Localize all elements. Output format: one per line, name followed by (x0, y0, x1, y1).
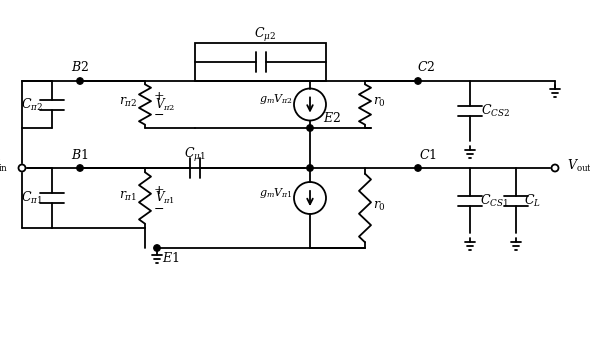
Text: $C_{CS2}$: $C_{CS2}$ (481, 103, 510, 119)
Circle shape (18, 165, 25, 172)
Text: $B1$: $B1$ (71, 148, 89, 162)
Circle shape (77, 78, 83, 84)
Text: $+$: $+$ (153, 184, 165, 197)
Text: $V_{\rm out}$: $V_{\rm out}$ (567, 158, 590, 174)
Bar (195, 43, 326, 81)
Circle shape (307, 125, 313, 131)
Text: $C_{\pi 2}$: $C_{\pi 2}$ (21, 96, 43, 113)
Text: $C_{\mu 1}$: $C_{\mu 1}$ (184, 146, 206, 164)
Text: $g_m V_{\pi 2}$: $g_m V_{\pi 2}$ (259, 93, 293, 106)
Text: $V_{\rm in}$: $V_{\rm in}$ (0, 158, 8, 174)
Circle shape (415, 165, 421, 171)
Text: $C2$: $C2$ (417, 60, 435, 74)
Text: $V_{\pi 1}$: $V_{\pi 1}$ (155, 190, 175, 206)
Text: $r_0$: $r_0$ (373, 96, 386, 109)
Text: $V_{\pi 2}$: $V_{\pi 2}$ (155, 96, 175, 113)
Circle shape (552, 165, 559, 172)
Text: $C_{\mu 2}$: $C_{\mu 2}$ (254, 26, 276, 44)
Text: $-$: $-$ (153, 201, 165, 214)
Text: $C1$: $C1$ (419, 148, 437, 162)
Text: $E2$: $E2$ (323, 111, 341, 125)
Text: $-$: $-$ (153, 108, 165, 121)
Circle shape (77, 165, 83, 171)
Text: $r_0$: $r_0$ (373, 199, 386, 213)
Text: $C_{\pi 1}$: $C_{\pi 1}$ (21, 190, 43, 206)
Text: $C_{CS1}$: $C_{CS1}$ (480, 192, 509, 209)
Text: $E1$: $E1$ (162, 251, 180, 265)
Text: $B2$: $B2$ (71, 60, 89, 74)
Text: $r_{\pi 2}$: $r_{\pi 2}$ (119, 96, 137, 109)
Text: $C_L$: $C_L$ (523, 192, 540, 209)
Circle shape (307, 165, 313, 171)
Text: $+$: $+$ (153, 90, 165, 103)
Text: $g_m V_{\pi 1}$: $g_m V_{\pi 1}$ (259, 186, 293, 200)
Circle shape (415, 78, 421, 84)
Text: $r_{\pi 1}$: $r_{\pi 1}$ (119, 189, 137, 203)
Circle shape (154, 245, 160, 251)
